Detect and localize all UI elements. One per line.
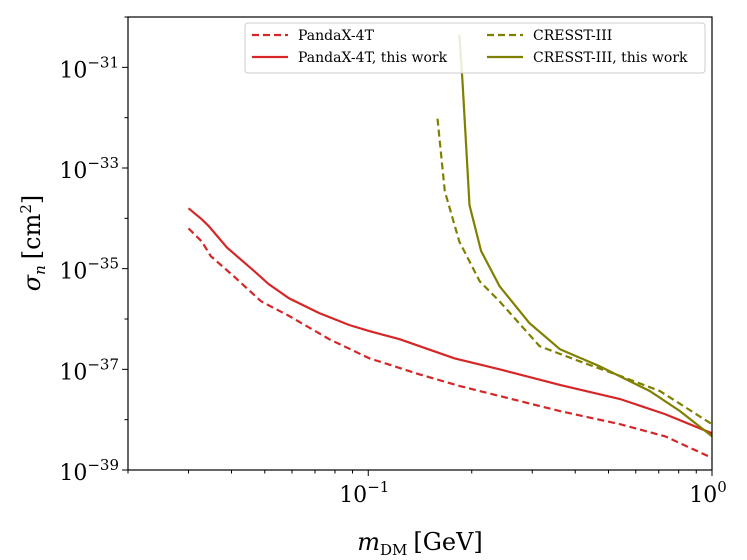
legend-item: PandaX-4T, this work xyxy=(252,50,448,66)
legend-item: CRESST-III xyxy=(487,28,612,44)
x-axis-label: mDM [GeV] xyxy=(357,528,483,559)
y-tick-label: 10−33 xyxy=(59,154,119,184)
legend-item: CRESST-III, this work xyxy=(487,50,688,66)
legend-label: PandaX-4T xyxy=(298,28,375,44)
legend-item: PandaX-4T xyxy=(252,28,375,44)
legend-label: CRESST-III xyxy=(533,28,612,44)
y-tick-label: 10−37 xyxy=(59,355,119,385)
series-line-cresst-iii xyxy=(436,118,713,426)
y-tick-label: 10−35 xyxy=(59,255,119,285)
legend-label: CRESST-III, this work xyxy=(533,50,688,66)
legend: PandaX-4T PandaX-4T, this work CRESST-III C… xyxy=(244,22,706,74)
y-tick-label: 10−39 xyxy=(59,456,119,486)
x-ticks: 10−1 100 xyxy=(127,470,727,508)
y-tick-label: 10−31 xyxy=(59,53,119,83)
series-line-pandax-4t xyxy=(187,227,713,459)
series-line-pandax-4t-this-work xyxy=(187,207,713,435)
curves xyxy=(187,34,713,459)
x-tick-label: 10−1 xyxy=(339,478,389,508)
legend-label: PandaX-4T, this work xyxy=(298,50,448,66)
y-ticks: 10−39 10−37 10−35 10−33 10−31 xyxy=(59,16,128,486)
series-line-cresst-iii-this-work xyxy=(458,34,713,438)
y-axis-label: σn[cm2] xyxy=(17,195,49,292)
x-tick-label: 100 xyxy=(689,478,727,508)
plot-frame xyxy=(127,16,713,471)
